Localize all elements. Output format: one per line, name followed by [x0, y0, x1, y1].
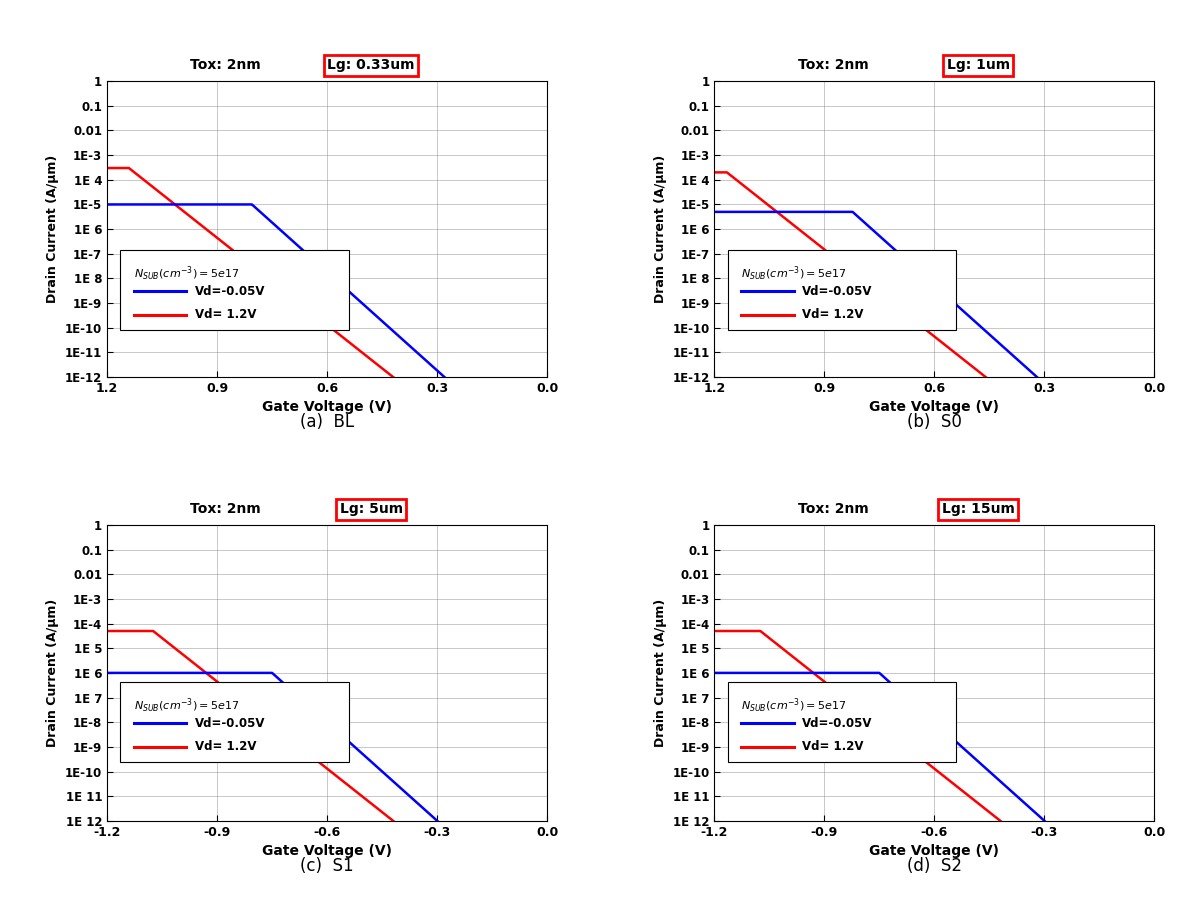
X-axis label: Gate Voltage (V): Gate Voltage (V): [262, 400, 392, 414]
Text: Lg: 5um: Lg: 5um: [339, 502, 402, 516]
Text: Tox: 2nm: Tox: 2nm: [797, 59, 869, 72]
Text: (a)  BL: (a) BL: [300, 413, 355, 431]
Text: Vd= 1.2V: Vd= 1.2V: [195, 308, 257, 321]
Text: Vd=-0.05V: Vd=-0.05V: [195, 285, 265, 298]
X-axis label: Gate Voltage (V): Gate Voltage (V): [262, 844, 392, 858]
Y-axis label: Drain Current (A/μm): Drain Current (A/μm): [653, 155, 666, 303]
Text: (d)  S2: (d) S2: [907, 857, 962, 875]
Text: $N_{SUB}(cm^{-3}) = 5e17$: $N_{SUB}(cm^{-3}) = 5e17$: [133, 264, 239, 283]
FancyBboxPatch shape: [727, 250, 957, 330]
X-axis label: Gate Voltage (V): Gate Voltage (V): [870, 844, 1000, 858]
Y-axis label: Drain Current (A/μm): Drain Current (A/μm): [46, 155, 60, 303]
Text: Tox: 2nm: Tox: 2nm: [190, 59, 261, 72]
Y-axis label: Drain Current (A/μm): Drain Current (A/μm): [46, 599, 60, 747]
Text: (c)  S1: (c) S1: [300, 857, 353, 875]
Text: (b)  S0: (b) S0: [907, 413, 962, 431]
Text: $N_{SUB}(cm^{-3}) = 5e17$: $N_{SUB}(cm^{-3}) = 5e17$: [740, 264, 846, 283]
Text: Vd=-0.05V: Vd=-0.05V: [802, 717, 872, 730]
Text: $N_{SUB}(cm^{-3}) = 5e17$: $N_{SUB}(cm^{-3}) = 5e17$: [740, 696, 846, 714]
X-axis label: Gate Voltage (V): Gate Voltage (V): [870, 400, 1000, 414]
Text: Lg: 0.33um: Lg: 0.33um: [327, 59, 415, 72]
Text: $N_{SUB}(cm^{-3}) = 5e17$: $N_{SUB}(cm^{-3}) = 5e17$: [133, 696, 239, 714]
Text: Vd=-0.05V: Vd=-0.05V: [195, 717, 265, 730]
Y-axis label: Drain Current (A/μm): Drain Current (A/μm): [653, 599, 666, 747]
Text: Lg: 1um: Lg: 1um: [947, 59, 1010, 72]
Text: Lg: 15um: Lg: 15um: [941, 502, 1015, 516]
Text: Vd= 1.2V: Vd= 1.2V: [802, 741, 864, 753]
FancyBboxPatch shape: [120, 682, 349, 761]
FancyBboxPatch shape: [120, 250, 349, 330]
Text: Tox: 2nm: Tox: 2nm: [190, 502, 261, 516]
Text: Tox: 2nm: Tox: 2nm: [797, 502, 869, 516]
Text: Vd= 1.2V: Vd= 1.2V: [195, 741, 257, 753]
Text: Vd=-0.05V: Vd=-0.05V: [802, 285, 872, 298]
Text: Vd= 1.2V: Vd= 1.2V: [802, 308, 864, 321]
FancyBboxPatch shape: [727, 682, 957, 761]
